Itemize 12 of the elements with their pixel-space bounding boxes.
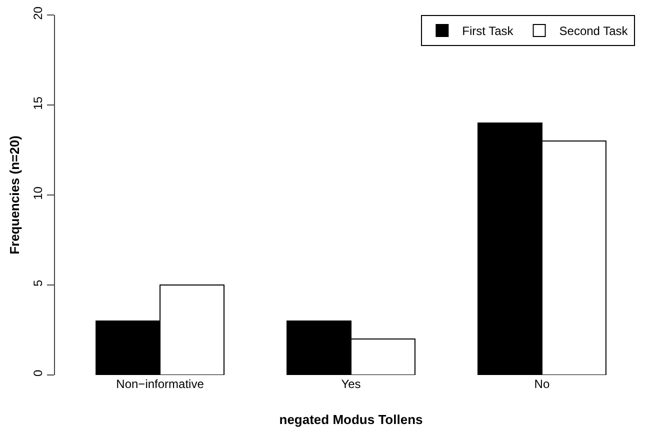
y-tick-label: 0 [31,370,46,377]
y-tick-label: 5 [31,280,46,287]
y-tick-label: 15 [31,96,46,110]
legend-label: Second Task [559,24,629,38]
x-tick-label: Yes [341,377,361,391]
legend-label: First Task [462,24,514,38]
y-tick-label: 20 [31,6,46,20]
y-axis-title: Frequencies (n=20) [7,136,22,254]
x-axis-title: negated Modus Tollens [279,412,423,427]
y-tick-label: 10 [31,186,46,200]
x-tick-label: Non−informative [116,377,204,391]
x-tick-label: No [534,377,550,391]
